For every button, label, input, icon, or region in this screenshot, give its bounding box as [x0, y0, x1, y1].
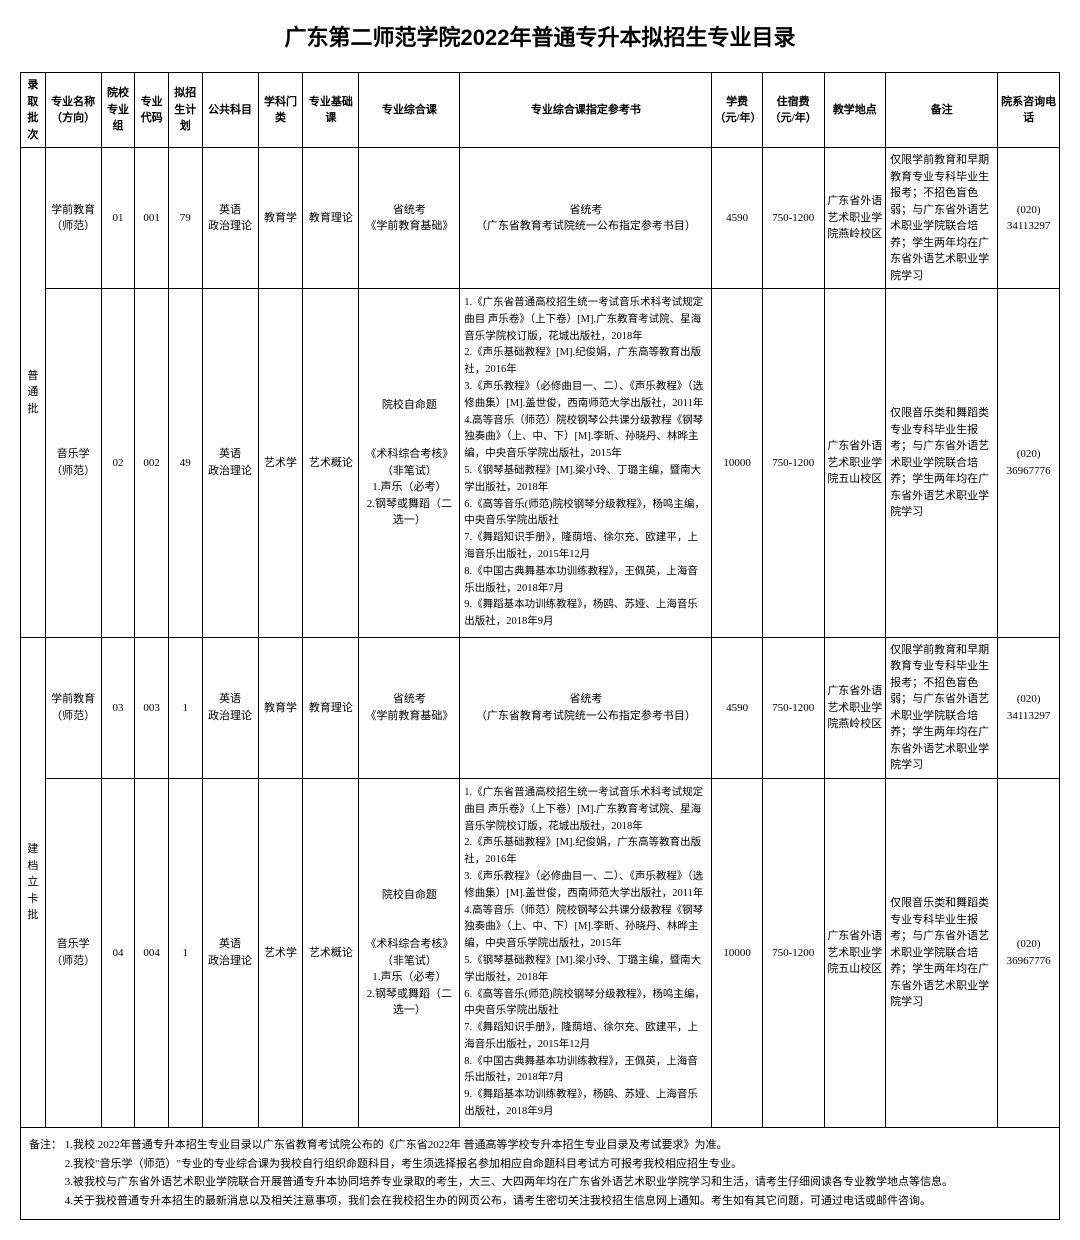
- loc-cell: 广东省外语艺术职业学院五山校区: [824, 289, 886, 638]
- accom-cell: 750-1200: [762, 778, 824, 1127]
- th-basic: 专业基础课: [303, 73, 359, 148]
- basic-cell: 艺术概论: [303, 778, 359, 1127]
- fee-cell: 4590: [712, 148, 762, 289]
- public-cell: 英语政治理论: [202, 778, 258, 1127]
- comp-cell: 院校自命题《术科综合考核》（非笔试）1.声乐（必考）2.钢琴或舞蹈（二选一）: [359, 289, 460, 638]
- th-category: 学科门类: [258, 73, 303, 148]
- comp-cell: 省统考《学前教育基础》: [359, 148, 460, 289]
- fee-cell: 4590: [712, 637, 762, 778]
- major-cell: 音乐学（师范）: [45, 778, 101, 1127]
- plan-cell: 1: [168, 778, 202, 1127]
- basic-cell: 教育理论: [303, 637, 359, 778]
- loc-cell: 广东省外语艺术职业学院燕岭校区: [824, 148, 886, 289]
- phone-cell: (020)34113297: [998, 148, 1060, 289]
- th-fee: 学费（元/年）: [712, 73, 762, 148]
- plan-cell: 1: [168, 637, 202, 778]
- group-cell: 02: [101, 289, 135, 638]
- major-cell: 学前教育（师范）: [45, 637, 101, 778]
- table-row: 建档立卡批 学前教育（师范） 03 003 1 英语政治理论 教育学 教育理论 …: [21, 637, 1060, 778]
- basic-cell: 艺术概论: [303, 289, 359, 638]
- note-cell: 仅限学前教育和早期教育专业专科毕业生报考；不招色盲色弱；与广东省外语艺术职业学院…: [886, 148, 998, 289]
- major-cell: 音乐学（师范）: [45, 289, 101, 638]
- ref-cell: 1.《广东省普通高校招生统一考试音乐术科考试规定曲目 声乐卷》（上下卷）[M].…: [460, 778, 712, 1127]
- th-public: 公共科目: [202, 73, 258, 148]
- th-note: 备注: [886, 73, 998, 148]
- th-batch: 录取批次: [21, 73, 46, 148]
- admission-table: 录取批次 专业名称（方向） 院校专业组 专业代码 拟招生计划 公共科目 学科门类…: [20, 72, 1060, 1128]
- th-loc: 教学地点: [824, 73, 886, 148]
- plan-cell: 79: [168, 148, 202, 289]
- fee-cell: 10000: [712, 778, 762, 1127]
- category-cell: 教育学: [258, 637, 303, 778]
- footnote-item: 4.关于我校普通专升本招生的最新消息以及相关注意事项，我们会在我校招生办的网页公…: [65, 1195, 931, 1207]
- group-cell: 04: [101, 778, 135, 1127]
- batch-cell: 普通批: [21, 148, 46, 638]
- phone-cell: (020)36967776: [998, 289, 1060, 638]
- public-cell: 英语政治理论: [202, 148, 258, 289]
- table-row: 音乐学（师范） 04 004 1 英语政治理论 艺术学 艺术概论 院校自命题《术…: [21, 778, 1060, 1127]
- plan-cell: 49: [168, 289, 202, 638]
- accom-cell: 750-1200: [762, 148, 824, 289]
- table-header-row: 录取批次 专业名称（方向） 院校专业组 专业代码 拟招生计划 公共科目 学科门类…: [21, 73, 1060, 148]
- note-cell: 仅限学前教育和早期教育专业专科毕业生报考；不招色盲色弱；与广东省外语艺术职业学院…: [886, 637, 998, 778]
- ref-cell: 省统考（广东省教育考试院统一公布指定参考书目）: [460, 148, 712, 289]
- phone-cell: (020)36967776: [998, 778, 1060, 1127]
- footnote-content: 1.我校 2022年普通专升本招生专业目录以广东省教育考试院公布的《广东省202…: [65, 1136, 1047, 1211]
- batch-cell: 建档立卡批: [21, 637, 46, 1127]
- group-cell: 01: [101, 148, 135, 289]
- basic-cell: 教育理论: [303, 148, 359, 289]
- th-phone: 院系咨询电话: [998, 73, 1060, 148]
- th-group: 院校专业组: [101, 73, 135, 148]
- loc-cell: 广东省外语艺术职业学院燕岭校区: [824, 637, 886, 778]
- th-major: 专业名称（方向）: [45, 73, 101, 148]
- loc-cell: 广东省外语艺术职业学院五山校区: [824, 778, 886, 1127]
- footnote-item: 1.我校 2022年普通专升本招生专业目录以广东省教育考试院公布的《广东省202…: [65, 1139, 728, 1151]
- note-cell: 仅限音乐类和舞蹈类专业专科毕业生报考；与广东省外语艺术职业学院联合培养；学生两年…: [886, 289, 998, 638]
- accom-cell: 750-1200: [762, 637, 824, 778]
- note-cell: 仅限音乐类和舞蹈类专业专科毕业生报考；与广东省外语艺术职业学院联合培养；学生两年…: [886, 778, 998, 1127]
- footnote-item: 2.我校"音乐学（师范）"专业的专业综合课为我校自行组织命题科目，考生须选择报名…: [65, 1158, 742, 1170]
- comp-cell: 院校自命题《术科综合考核》（非笔试）1.声乐（必考）2.钢琴或舞蹈（二选一）: [359, 778, 460, 1127]
- category-cell: 艺术学: [258, 289, 303, 638]
- group-cell: 03: [101, 637, 135, 778]
- ref-cell: 1.《广东省普通高校招生统一考试音乐术科考试规定曲目 声乐卷》（上下卷）[M].…: [460, 289, 712, 638]
- category-cell: 艺术学: [258, 778, 303, 1127]
- table-row: 音乐学（师范） 02 002 49 英语政治理论 艺术学 艺术概论 院校自命题《…: [21, 289, 1060, 638]
- accom-cell: 750-1200: [762, 289, 824, 638]
- fee-cell: 10000: [712, 289, 762, 638]
- footnote-section: 备注： 1.我校 2022年普通专升本招生专业目录以广东省教育考试院公布的《广东…: [20, 1128, 1060, 1220]
- table-row: 普通批 学前教育（师范） 01 001 79 英语政治理论 教育学 教育理论 省…: [21, 148, 1060, 289]
- th-accom: 住宿费（元/年）: [762, 73, 824, 148]
- th-plan: 拟招生计划: [168, 73, 202, 148]
- code-cell: 004: [135, 778, 169, 1127]
- ref-cell: 省统考（广东省教育考试院统一公布指定参考书目）: [460, 637, 712, 778]
- major-cell: 学前教育（师范）: [45, 148, 101, 289]
- phone-cell: (020)34113297: [998, 637, 1060, 778]
- footnote-label: 备注：: [29, 1136, 62, 1155]
- comp-cell: 省统考《学前教育基础》: [359, 637, 460, 778]
- public-cell: 英语政治理论: [202, 637, 258, 778]
- th-ref: 专业综合课指定参考书: [460, 73, 712, 148]
- category-cell: 教育学: [258, 148, 303, 289]
- code-cell: 002: [135, 289, 169, 638]
- code-cell: 003: [135, 637, 169, 778]
- code-cell: 001: [135, 148, 169, 289]
- page-title: 广东第二师范学院2022年普通专升本拟招生专业目录: [20, 20, 1060, 52]
- footnote-item: 3.被我校与广东省外语艺术职业学院联合开展普通专升本协同培养专业录取的考生，大三…: [65, 1176, 953, 1188]
- th-comp: 专业综合课: [359, 73, 460, 148]
- public-cell: 英语政治理论: [202, 289, 258, 638]
- th-code: 专业代码: [135, 73, 169, 148]
